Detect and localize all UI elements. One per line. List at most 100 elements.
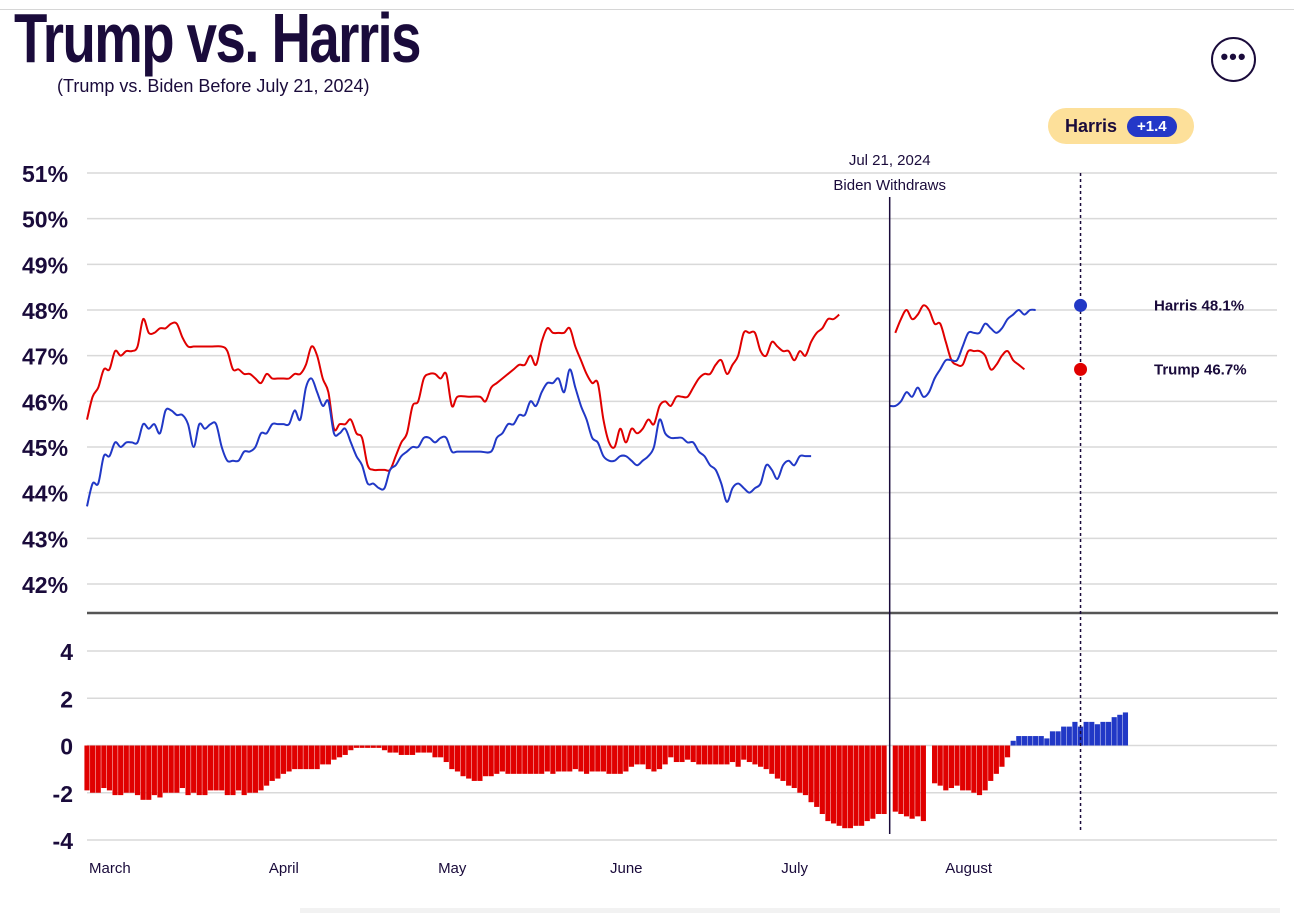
margin-bar-trump <box>454 745 461 772</box>
margin-bar-trump <box>943 745 949 791</box>
margin-bar-trump <box>174 745 180 793</box>
margin-bar-trump <box>387 745 393 753</box>
y-tick-label-top: 45% <box>22 435 68 461</box>
margin-bar-harris <box>1016 736 1022 746</box>
margin-bar-trump <box>606 745 612 774</box>
margin-bar-trump <box>370 745 376 748</box>
margin-bar-harris <box>1044 738 1050 746</box>
margin-bar-trump <box>163 745 169 793</box>
y-tick-label-top: 50% <box>22 207 68 233</box>
margin-bar-harris <box>1049 731 1056 746</box>
margin-bar-harris <box>1117 714 1123 746</box>
y-tick-label-bottom: 2 <box>60 686 73 712</box>
y-tick-label-bottom: -2 <box>53 781 73 807</box>
more-horizontal-icon: ••• <box>1220 43 1247 69</box>
margin-bar-trump <box>213 745 219 791</box>
margin-bar-harris <box>1083 721 1089 746</box>
margin-bar-trump <box>752 745 758 765</box>
margin-bar-trump <box>746 745 752 763</box>
margin-bar-trump <box>134 745 141 796</box>
margin-bar-trump <box>297 745 303 770</box>
margin-bar-trump <box>870 745 876 819</box>
margin-bar-trump <box>247 745 253 793</box>
margin-bar-harris <box>1072 721 1078 746</box>
margin-bar-trump <box>903 745 910 817</box>
margin-bar-trump <box>505 745 511 774</box>
margin-bar-trump <box>101 745 107 789</box>
leader-name: Harris <box>1065 115 1118 136</box>
endpoint-label-trump: Trump 46.7% <box>1154 361 1247 378</box>
margin-bar-trump <box>325 745 331 765</box>
margin-bar-trump <box>920 745 926 822</box>
margin-bar-harris <box>1066 726 1072 746</box>
page-title: Trump vs. Harris <box>14 0 422 77</box>
series-line-harris <box>889 308 1036 408</box>
margin-bar-trump <box>842 745 848 829</box>
margin-bar-trump <box>219 745 225 791</box>
margin-bar-trump <box>690 745 696 763</box>
margin-bar-trump <box>482 745 489 777</box>
margin-bar-trump <box>993 745 999 774</box>
margin-bar-trump <box>90 745 96 793</box>
margin-bar-trump <box>729 745 736 763</box>
event-label: Biden Withdraws <box>833 177 946 194</box>
margin-bar-trump <box>191 745 197 793</box>
margin-bar-trump <box>696 745 702 765</box>
margin-bar-trump <box>847 745 853 829</box>
margin-bar-trump <box>432 745 438 758</box>
margin-bar-trump <box>982 745 988 791</box>
margin-bar-harris <box>1033 736 1039 746</box>
margin-bar-trump <box>421 745 427 753</box>
margin-bar-harris <box>1010 740 1016 746</box>
margin-bar-trump <box>685 745 691 760</box>
margin-bar-trump <box>988 745 994 781</box>
margin-bar-trump <box>275 745 281 779</box>
margin-bar-trump <box>859 745 865 826</box>
margin-bar-trump <box>628 745 635 767</box>
margin-bar-trump <box>915 745 921 817</box>
margin-bar-trump <box>634 745 640 765</box>
margin-bar-trump <box>780 745 786 781</box>
margin-bar-trump <box>814 745 820 807</box>
margin-bar-trump <box>286 745 292 772</box>
margin-bar-trump <box>151 745 157 796</box>
margin-bar-harris <box>1122 712 1129 746</box>
margin-bar-trump <box>612 745 618 774</box>
y-tick-label-bottom: -4 <box>53 828 74 854</box>
margin-bar-trump <box>438 745 444 758</box>
margin-bar-trump <box>758 745 764 767</box>
margin-bar-trump <box>909 745 915 819</box>
margin-bar-harris <box>1055 731 1061 746</box>
leader-margin: +1.4 <box>1127 115 1177 137</box>
margin-bar-trump <box>140 745 146 800</box>
margin-bar-trump <box>825 745 831 822</box>
margin-bar-trump <box>640 745 646 765</box>
margin-bar-trump <box>600 745 606 772</box>
margin-bar-trump <box>409 745 416 755</box>
margin-bar-trump <box>836 745 842 826</box>
margin-bar-trump <box>207 745 214 791</box>
margin-bar-trump <box>499 745 505 772</box>
margin-bar-trump <box>269 745 275 781</box>
margin-bar-trump <box>971 745 977 793</box>
margin-bar-trump <box>713 745 719 765</box>
margin-bar-harris <box>1077 726 1084 746</box>
margin-bar-trump <box>337 745 343 758</box>
more-options-button[interactable]: ••• <box>1211 37 1256 82</box>
y-tick-label-top: 48% <box>22 298 68 324</box>
margin-bar-trump <box>617 745 623 774</box>
margin-bar-trump <box>533 745 539 774</box>
margin-bar-trump <box>106 745 113 791</box>
margin-bar-trump <box>797 745 803 793</box>
margin-bar-trump <box>948 745 955 789</box>
margin-bar-trump <box>651 745 657 772</box>
margin-bar-harris <box>1106 721 1112 746</box>
margin-bar-trump <box>118 745 124 796</box>
margin-bar-trump <box>769 745 775 774</box>
margin-bar-harris <box>1061 726 1067 746</box>
margin-bar-trump <box>595 745 601 772</box>
margin-bar-trump <box>668 745 674 758</box>
margin-bar-trump <box>415 745 421 753</box>
y-tick-label-top: 51% <box>22 161 68 187</box>
margin-bar-trump <box>376 745 382 748</box>
